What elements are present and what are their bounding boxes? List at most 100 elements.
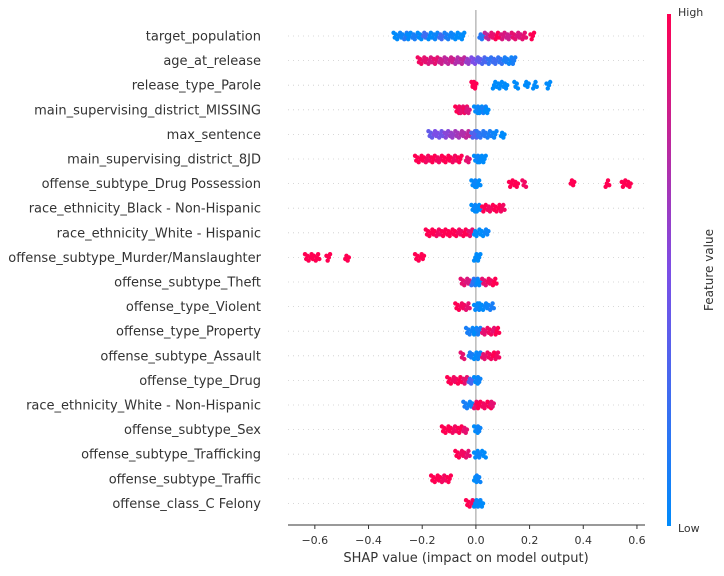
- shap-point: [547, 79, 553, 85]
- feature-label: main_supervising_district_MISSING: [34, 103, 261, 118]
- colorbar-low-label: Low: [678, 522, 700, 535]
- shap-point: [476, 178, 482, 183]
- x-axis-ticks: −0.6 −0.4 −0.2 0.0 0.2 0.4 0.6: [301, 525, 646, 547]
- shap-point: [474, 81, 479, 86]
- shap-point: [478, 183, 483, 188]
- x-axis-label: SHAP value (impact on model output): [343, 551, 588, 566]
- x-tick-label: 0.2: [521, 534, 539, 547]
- shap-point: [515, 86, 521, 91]
- shap-point: [523, 35, 529, 40]
- colorbar: [667, 14, 671, 526]
- shap-point: [421, 253, 427, 258]
- shap-point: [496, 355, 502, 360]
- shap-point: [416, 258, 421, 263]
- shap-point: [419, 37, 424, 42]
- x-tick-label: −0.6: [301, 534, 328, 547]
- feature-label: offense_class_C Felony: [112, 497, 261, 512]
- shap-point: [443, 430, 448, 435]
- shap-point: [456, 455, 462, 460]
- shap-point: [467, 504, 472, 509]
- shap-point: [607, 183, 612, 188]
- feature-label: offense_type_Property: [116, 325, 261, 340]
- shap-point: [467, 332, 472, 337]
- feature-label: age_at_release: [163, 54, 261, 69]
- shap-point: [523, 184, 529, 189]
- shap-point: [486, 229, 491, 234]
- shap-point: [445, 37, 451, 42]
- data-points: [302, 30, 633, 509]
- feature-label: offense_subtype_Assault: [100, 349, 261, 364]
- shap-point: [416, 160, 421, 165]
- shap-point: [454, 233, 459, 239]
- shap-point: [445, 61, 451, 66]
- shap-point: [448, 473, 454, 478]
- shap-point: [515, 181, 521, 186]
- x-tick-label: −0.2: [409, 534, 436, 547]
- shap-point: [462, 356, 467, 362]
- shap-point: [494, 129, 499, 134]
- shap-point: [514, 81, 519, 86]
- shap-point: [394, 37, 400, 42]
- feature-label: race_ethnicity_White - Hispanic: [57, 226, 261, 241]
- feature-label: offense_type_Violent: [126, 300, 261, 315]
- shap-point: [482, 450, 487, 455]
- shap-point: [306, 258, 311, 263]
- feature-label: max_sentence: [167, 128, 261, 143]
- feature-label: offense_subtype_Sex: [124, 423, 261, 438]
- shap-point: [490, 301, 495, 306]
- colorbar-high-label: High: [678, 6, 703, 19]
- shap-point: [456, 135, 462, 140]
- shap-point: [526, 81, 531, 86]
- shap-point: [327, 252, 333, 257]
- x-tick-label: 0.0: [467, 534, 485, 547]
- shap-point: [493, 276, 498, 281]
- shap-point: [501, 202, 506, 208]
- shap-point: [476, 475, 482, 480]
- shap-point: [467, 107, 472, 113]
- shap-point: [502, 207, 507, 212]
- shap-point: [429, 135, 435, 140]
- shap-point: [478, 479, 483, 485]
- shap-point: [448, 381, 454, 386]
- shap-point: [502, 132, 507, 137]
- feature-label: release_type_Parole: [132, 79, 261, 94]
- shap-point: [464, 427, 470, 432]
- feature-label: race_ethnicity_White - Non-Hispanic: [26, 399, 261, 414]
- shap-point: [505, 83, 510, 88]
- x-tick-label: 0.6: [628, 534, 646, 547]
- shap-point: [456, 307, 462, 312]
- feature-label: main_supervising_district_8JD: [67, 153, 261, 168]
- shap-point: [488, 332, 494, 337]
- shap-point: [483, 153, 488, 158]
- shap-point: [427, 233, 432, 239]
- shap-point: [494, 209, 499, 214]
- feature-label: offense_subtype_Trafficking: [81, 448, 261, 463]
- shap-point: [483, 283, 488, 288]
- shap-point: [466, 448, 471, 454]
- shap-point: [533, 79, 538, 85]
- shap-point: [495, 325, 501, 331]
- shap-point: [460, 352, 466, 357]
- feature-label: offense_subtype_Murder/Manslaughter: [8, 251, 261, 266]
- shap-point: [486, 107, 491, 113]
- shap-point: [467, 453, 472, 458]
- shap-point: [478, 376, 483, 381]
- shap-point: [466, 301, 471, 306]
- x-tick-label: −0.4: [355, 534, 382, 547]
- feature-label: offense_type_Drug: [139, 374, 261, 389]
- feature-label: race_ethnicity_Black - Non-Hispanic: [29, 202, 261, 217]
- feature-label: offense_subtype_Drug Possession: [42, 177, 261, 192]
- shap-point: [472, 61, 478, 66]
- shap-point: [478, 135, 483, 140]
- shap-point: [467, 306, 472, 311]
- shap-point: [483, 455, 488, 460]
- shap-point: [495, 350, 501, 355]
- shap-point: [480, 501, 486, 506]
- shap-point: [499, 61, 505, 66]
- shap-point: [464, 406, 470, 411]
- shap-point: [480, 307, 486, 312]
- shap-point: [572, 179, 577, 185]
- shap-point: [491, 306, 496, 311]
- colorbar-title: Feature value: [702, 229, 716, 311]
